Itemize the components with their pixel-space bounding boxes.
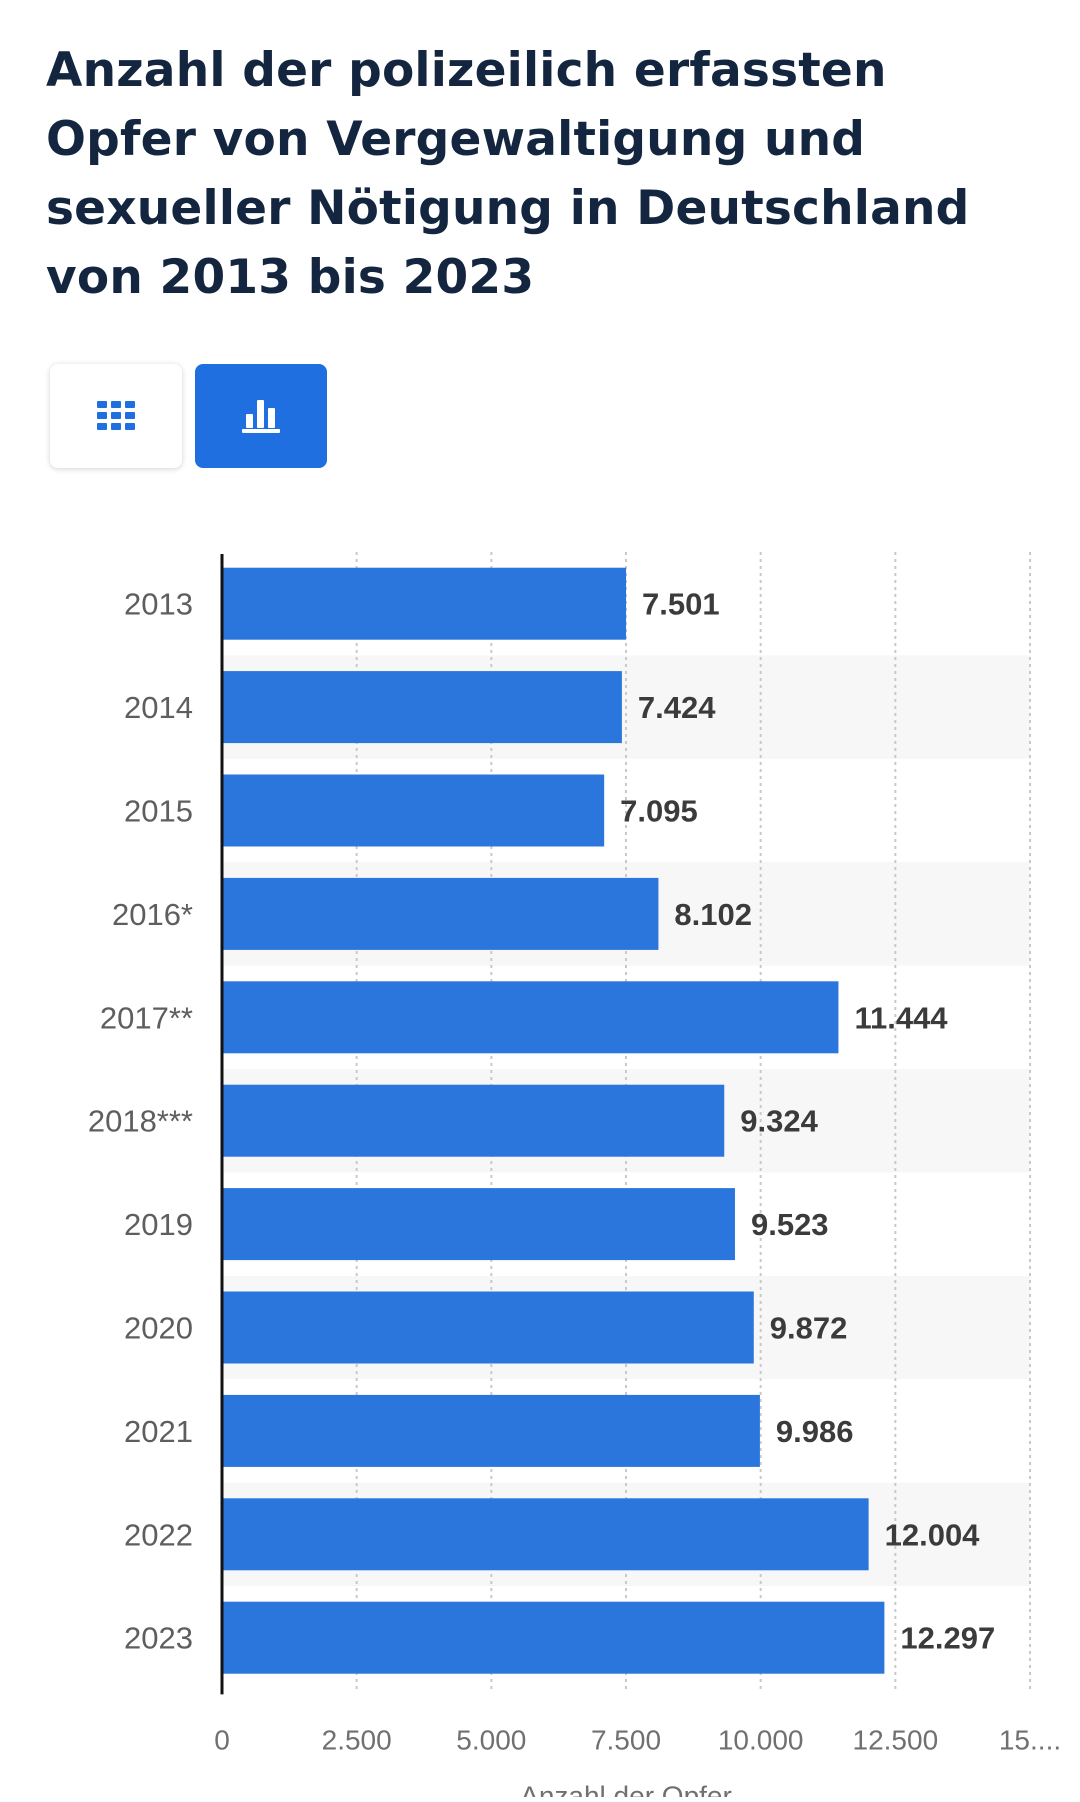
bar[interactable] (222, 1291, 754, 1364)
x-tick-label: 0 (214, 1724, 230, 1755)
bar[interactable] (222, 1394, 760, 1467)
y-category-label: 2019 (124, 1207, 193, 1242)
x-tick-label: 10.000 (718, 1724, 804, 1755)
y-category-label: 2020 (124, 1311, 193, 1346)
bar-chart: 0 2.500 5.000 7.500 10.000 12.500 15.... 2013 7.… (88, 552, 1061, 1802)
y-category-label: 2018*** (88, 1104, 193, 1139)
chart-view-button[interactable] (195, 364, 327, 468)
bar-value-label: 9.986 (776, 1414, 854, 1449)
table-grid-icon (97, 401, 135, 430)
x-tick-label: 15.... (999, 1724, 1061, 1755)
y-category-label: 2015 (124, 794, 193, 829)
bar-value-label: 7.095 (620, 794, 698, 829)
x-tick-label: 7.500 (591, 1724, 661, 1755)
x-axis-title: Anzahl der Opfer (520, 1780, 732, 1797)
y-category-label: 2023 (124, 1621, 193, 1656)
bar-value-label: 8.102 (674, 897, 752, 932)
chart-title: Anzahl der polizeilich erfassten Opfer v… (46, 43, 970, 305)
bar-value-label: 9.872 (770, 1311, 848, 1346)
chart-area: 0 2.500 5.000 7.500 10.000 12.500 15.... 2013 7.… (0, 540, 1080, 1802)
y-category-label: 2016* (112, 897, 193, 932)
y-category-label: 2022 (124, 1517, 193, 1552)
x-tick-label: 5.000 (456, 1724, 526, 1755)
x-tick-label: 2.500 (322, 1724, 392, 1755)
bar[interactable] (222, 567, 627, 640)
bar-value-label: 9.324 (740, 1104, 818, 1139)
bar-value-label: 12.297 (900, 1621, 995, 1656)
bar[interactable] (222, 1601, 885, 1674)
bar[interactable] (222, 671, 622, 744)
bar[interactable] (222, 981, 839, 1054)
table-view-button[interactable] (50, 364, 182, 468)
y-category-label: 2017** (100, 1000, 193, 1035)
bar-chart-icon (242, 400, 280, 433)
bar-value-label: 7.501 (642, 587, 720, 622)
bar[interactable] (222, 774, 605, 847)
x-tick-label: 12.500 (853, 1724, 939, 1755)
bar[interactable] (222, 1188, 735, 1261)
bar-value-label: 7.424 (638, 690, 716, 725)
bar-value-label: 12.004 (885, 1517, 981, 1552)
bar-value-label: 9.523 (751, 1207, 829, 1242)
y-category-label: 2013 (124, 587, 193, 622)
bar[interactable] (222, 1498, 869, 1571)
bar-value-label: 11.444 (854, 1000, 948, 1035)
bar[interactable] (222, 1084, 725, 1157)
y-category-label: 2021 (124, 1414, 193, 1449)
bar[interactable] (222, 877, 659, 950)
y-category-label: 2014 (124, 690, 193, 725)
